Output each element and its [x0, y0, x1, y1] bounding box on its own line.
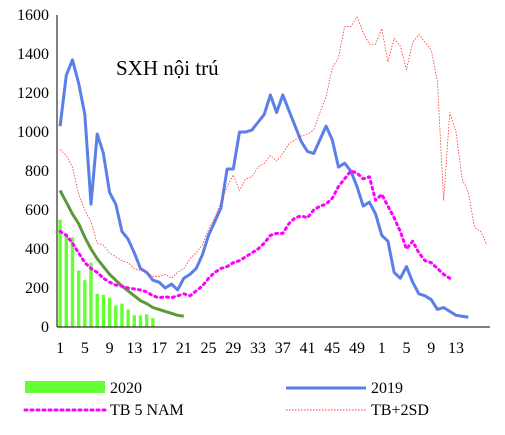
- x-tick-label: 13: [126, 340, 142, 357]
- x-tick-label: 45: [324, 340, 340, 357]
- x-tick-label: 21: [176, 340, 192, 357]
- x-tick-label: 5: [402, 340, 410, 357]
- x-tick-label: 5: [81, 340, 89, 357]
- x-tick-label: 37: [275, 340, 291, 357]
- x-tick-label: 25: [201, 340, 217, 357]
- bar-2020: [107, 297, 112, 327]
- series-line-tb-2sd: [59, 16, 488, 279]
- y-axis: 0 200 400 600 800 1000 1200 1400 1600: [17, 7, 58, 336]
- legend-label: TB+2SD: [371, 402, 429, 419]
- y-tick-label: 0: [41, 319, 49, 336]
- legend-swatch-2020: [25, 381, 105, 393]
- bar-2020: [70, 237, 75, 327]
- legend-label: 2019: [371, 380, 403, 397]
- x-tick-label: 9: [106, 340, 114, 357]
- legend-label: TB 5 NAM: [110, 402, 184, 419]
- bar-2020: [83, 280, 87, 327]
- bar-2020: [151, 318, 155, 327]
- bar-2020: [120, 303, 124, 327]
- bar-2020: [95, 293, 99, 327]
- y-tick-label: 1000: [17, 124, 49, 141]
- bar-2020: [58, 219, 62, 327]
- y-tick-label: 600: [25, 202, 49, 219]
- x-tick-label: 29: [225, 340, 241, 357]
- x-axis: 1 5 9 13 17 21 25 29 33 37 41 45 49 1 5 9 13: [56, 326, 490, 357]
- bar-2020: [138, 315, 143, 327]
- series-line-tb-5-nam: [58, 169, 452, 300]
- bar-2020: [76, 270, 81, 327]
- y-tick-label: 800: [25, 163, 49, 180]
- legend-label: 2020: [110, 380, 142, 397]
- y-tick-label: 400: [25, 241, 49, 258]
- chart-title: SXH nội trú: [116, 56, 219, 80]
- x-tick-label: 17: [151, 340, 167, 357]
- bars-2020: [58, 219, 155, 327]
- bar-2020: [101, 294, 106, 327]
- legend: 2020 2019 TB 5 NAM TB+2SD: [23, 380, 429, 419]
- x-tick-label: 13: [448, 340, 464, 357]
- y-tick-label: 1200: [17, 85, 49, 102]
- x-tick-label: 1: [56, 340, 64, 357]
- bar-2020: [89, 262, 93, 327]
- bar-2020: [114, 305, 118, 327]
- y-tick-label: 1600: [17, 7, 49, 24]
- x-tick-label: 41: [300, 340, 316, 357]
- x-tick-label: 49: [349, 340, 365, 357]
- series-line-2019: [58, 58, 469, 319]
- x-tick-label: 9: [427, 340, 435, 357]
- bar-2020: [126, 309, 130, 327]
- x-tick-label: 1: [378, 340, 386, 357]
- bar-2020: [144, 314, 149, 327]
- bar-2020: [132, 315, 137, 327]
- bar-2020: [64, 233, 68, 327]
- x-tick-label: 33: [250, 340, 266, 357]
- series-lines: [58, 16, 488, 319]
- y-tick-label: 200: [25, 280, 49, 297]
- y-tick-label: 1400: [17, 46, 49, 63]
